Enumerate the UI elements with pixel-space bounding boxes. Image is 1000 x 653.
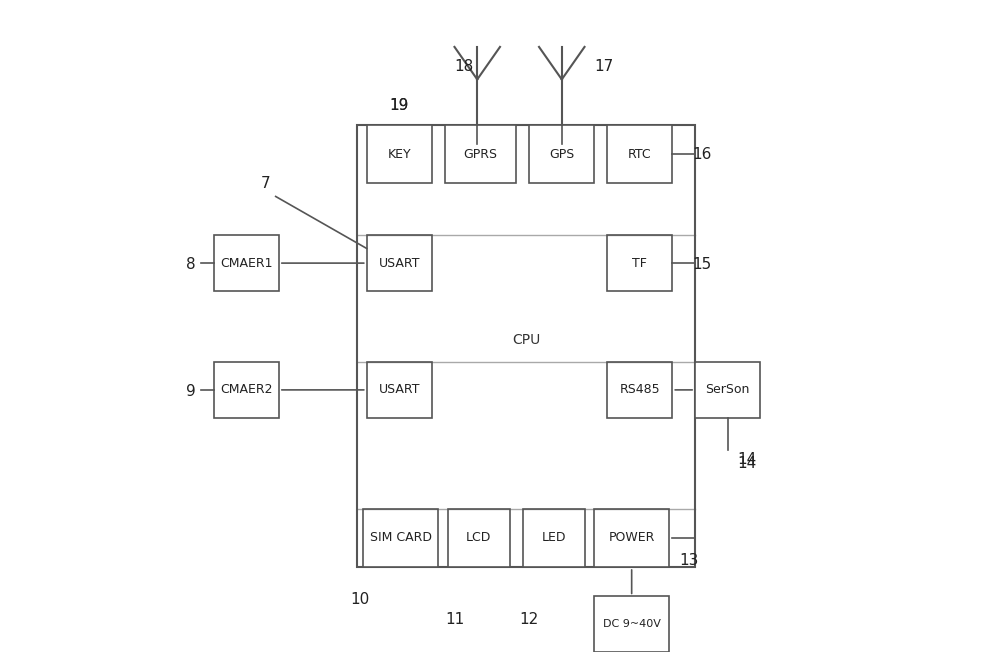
FancyBboxPatch shape [367,362,432,417]
Text: 11: 11 [445,612,464,627]
Text: LED: LED [541,532,566,545]
Text: 15: 15 [692,257,711,272]
FancyBboxPatch shape [214,362,279,417]
FancyBboxPatch shape [529,125,594,183]
Text: TF: TF [632,257,647,270]
Text: 14: 14 [737,453,757,468]
Text: 14: 14 [737,456,757,471]
FancyBboxPatch shape [594,596,669,652]
Text: 13: 13 [679,553,698,568]
FancyBboxPatch shape [607,125,672,183]
Text: CMAER2: CMAER2 [220,383,273,396]
FancyBboxPatch shape [607,362,672,417]
Text: USART: USART [378,383,420,396]
Text: 19: 19 [390,98,409,113]
FancyBboxPatch shape [695,362,760,417]
Text: KEY: KEY [387,148,411,161]
Text: RTC: RTC [628,148,652,161]
Text: CMAER1: CMAER1 [220,257,273,270]
Text: LCD: LCD [466,532,492,545]
Text: SerSon: SerSon [705,383,750,396]
Text: POWER: POWER [608,532,655,545]
FancyBboxPatch shape [367,236,432,291]
Text: 19: 19 [390,98,409,113]
Text: 9: 9 [186,384,196,399]
Text: 16: 16 [692,147,711,162]
Text: GPRS: GPRS [463,148,497,161]
FancyBboxPatch shape [357,125,695,567]
Text: RS485: RS485 [619,383,660,396]
Text: 17: 17 [594,59,614,74]
FancyBboxPatch shape [448,509,510,567]
Text: GPS: GPS [549,148,574,161]
FancyBboxPatch shape [594,509,669,567]
Text: 18: 18 [455,59,474,74]
Text: 8: 8 [186,257,196,272]
FancyBboxPatch shape [363,509,438,567]
Text: DC 9~40V: DC 9~40V [603,619,661,629]
FancyBboxPatch shape [214,236,279,291]
FancyBboxPatch shape [523,509,585,567]
Text: USART: USART [378,257,420,270]
Text: 7: 7 [261,176,271,191]
Text: CPU: CPU [512,332,540,347]
Text: SIM CARD: SIM CARD [370,532,432,545]
Text: 12: 12 [520,612,539,627]
FancyBboxPatch shape [367,125,432,183]
FancyBboxPatch shape [445,125,516,183]
FancyBboxPatch shape [607,236,672,291]
Text: 10: 10 [351,592,370,607]
